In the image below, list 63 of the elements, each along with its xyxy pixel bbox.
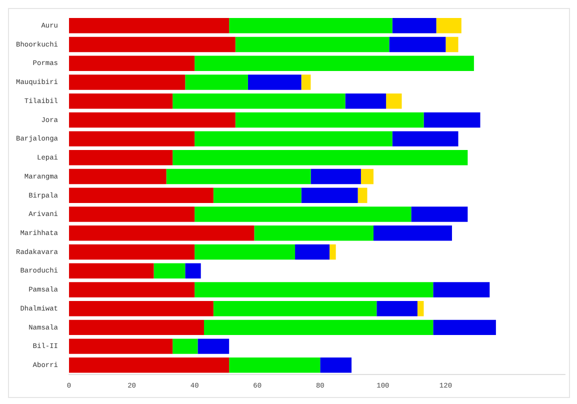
bar xyxy=(229,18,392,34)
bar xyxy=(235,112,424,128)
bar xyxy=(69,36,236,52)
bar xyxy=(172,150,468,166)
bar xyxy=(69,150,173,166)
bar xyxy=(374,226,452,241)
bar xyxy=(69,74,186,90)
bar xyxy=(69,338,173,354)
bar xyxy=(69,188,214,204)
bar xyxy=(154,263,186,278)
bar xyxy=(69,112,236,128)
bar xyxy=(248,74,302,90)
bar xyxy=(194,131,392,146)
bar xyxy=(172,338,198,354)
bar xyxy=(433,282,490,298)
bar xyxy=(229,358,320,373)
bar xyxy=(69,226,254,241)
bar xyxy=(301,188,358,204)
bar xyxy=(69,131,195,146)
bar xyxy=(69,56,195,71)
bar xyxy=(69,358,230,373)
bar xyxy=(194,282,434,298)
bar xyxy=(433,320,496,336)
bar xyxy=(301,74,311,90)
bar xyxy=(69,263,154,278)
bar xyxy=(386,93,402,109)
bar xyxy=(392,131,458,146)
bar xyxy=(185,263,201,278)
bar xyxy=(417,300,424,316)
bar xyxy=(69,244,195,260)
bar xyxy=(172,93,346,109)
bar xyxy=(320,358,352,373)
bar xyxy=(69,93,173,109)
bar xyxy=(69,18,230,34)
bar xyxy=(330,244,336,260)
bar xyxy=(194,56,474,71)
bar xyxy=(235,36,390,52)
bar xyxy=(204,320,434,336)
bar xyxy=(360,168,374,184)
bar xyxy=(194,244,296,260)
bar xyxy=(424,112,480,128)
bar xyxy=(310,168,361,184)
bar xyxy=(345,93,386,109)
bar xyxy=(69,282,195,298)
bar xyxy=(69,300,214,316)
bar xyxy=(358,188,368,204)
bar xyxy=(411,206,468,222)
bar xyxy=(392,18,436,34)
bar xyxy=(198,338,230,354)
bar xyxy=(254,226,374,241)
bar xyxy=(166,168,311,184)
bar xyxy=(295,244,330,260)
bar xyxy=(213,188,302,204)
bar xyxy=(446,36,458,52)
bar xyxy=(376,300,418,316)
bar xyxy=(69,206,195,222)
bar xyxy=(69,168,166,184)
bar xyxy=(213,300,377,316)
bar xyxy=(194,206,412,222)
bar xyxy=(436,18,462,34)
bar xyxy=(389,36,446,52)
bar xyxy=(185,74,248,90)
bar xyxy=(69,320,204,336)
